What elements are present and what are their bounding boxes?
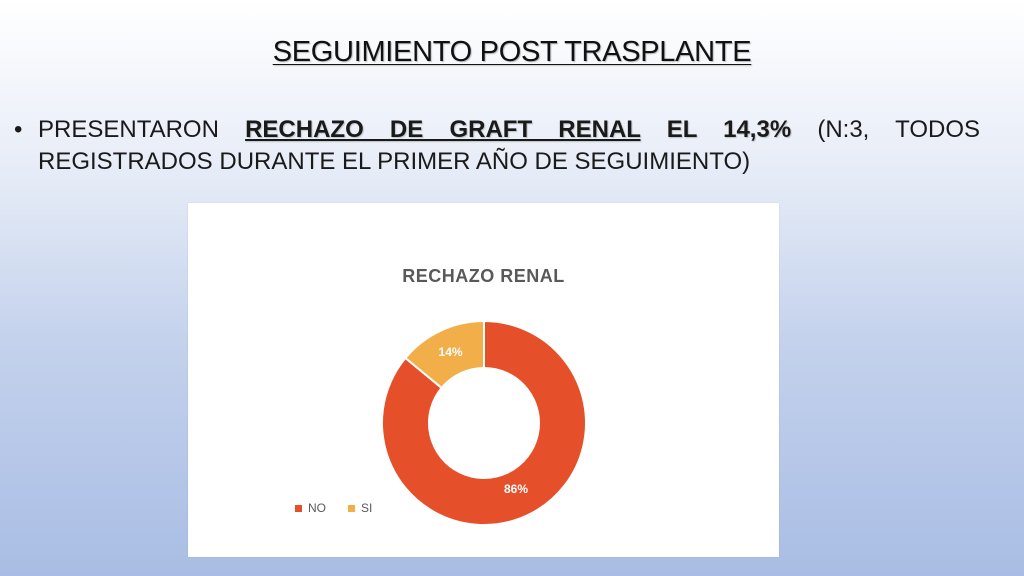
data-label-si: 14%: [439, 345, 463, 359]
bullet-emphasis: RECHAZO DE GRAFT RENAL: [245, 116, 641, 143]
slide-title: SEGUIMIENTO POST TRASPLANTE: [272, 36, 752, 68]
bullet-dot: •: [14, 116, 23, 143]
bullet-percentage: EL 14,3%: [640, 116, 792, 143]
chart-legend: NO SI: [295, 501, 394, 515]
legend-swatch-si: [348, 504, 355, 512]
legend-item-no: NO: [295, 501, 326, 515]
legend-swatch-no: [295, 504, 302, 512]
donut-slice-no: [381, 319, 587, 526]
data-label-no: 86%: [504, 482, 528, 496]
chart-card: RECHAZO RENAL 86% 14% NO SI: [188, 203, 779, 557]
legend-label-si: SI: [361, 501, 373, 515]
legend-item-si: SI: [348, 501, 372, 515]
donut-chart: 86% 14%: [381, 319, 587, 526]
bullet-item: • PRESENTARON RECHAZO DE GRAFT RENAL EL …: [14, 114, 980, 178]
bullet-text: PRESENTARON RECHAZO DE GRAFT RENAL EL 14…: [38, 114, 980, 178]
chart-title: RECHAZO RENAL: [402, 266, 565, 286]
bullet-text-before: PRESENTARON: [38, 116, 246, 143]
bullet-text-after: (N:3, TODOS REGISTRADOS DURANTE EL PRIME…: [38, 116, 980, 175]
donut-slice-si: [403, 319, 485, 390]
legend-label-no: NO: [308, 501, 326, 515]
